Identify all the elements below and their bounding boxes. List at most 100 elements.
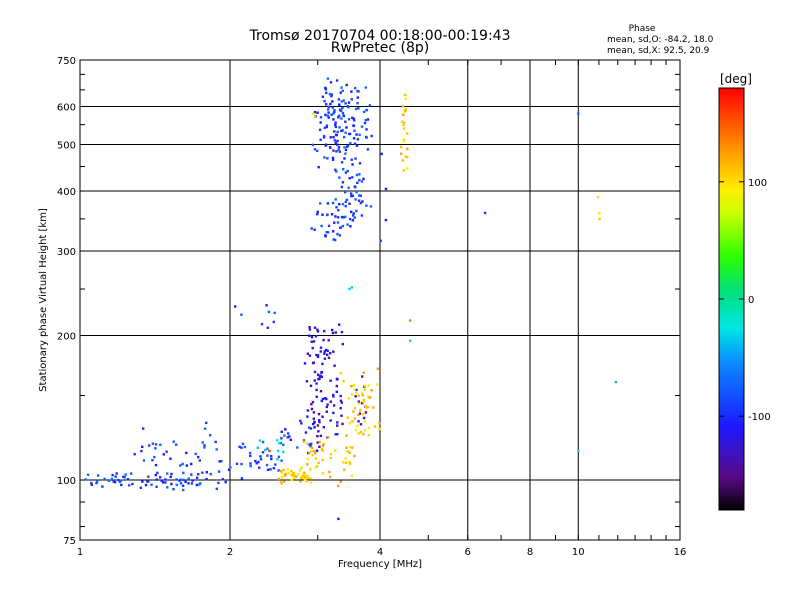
- data-point: [327, 116, 330, 119]
- data-point: [313, 148, 317, 151]
- data-point: [347, 450, 350, 453]
- data-point: [326, 157, 329, 160]
- data-point: [344, 102, 347, 105]
- data-point: [329, 419, 332, 422]
- data-point: [344, 215, 347, 219]
- data-point: [402, 123, 405, 126]
- data-point: [316, 149, 319, 152]
- data-point: [280, 430, 283, 433]
- data-point: [161, 481, 165, 484]
- data-point: [363, 420, 366, 423]
- data-point: [184, 480, 187, 484]
- data-point: [349, 225, 352, 228]
- colorbar-label: [deg]: [720, 72, 752, 86]
- data-point: [327, 111, 330, 114]
- data-point: [316, 441, 319, 444]
- data-point: [338, 126, 341, 129]
- data-point: [361, 402, 364, 405]
- data-point: [139, 486, 142, 489]
- data-point: [329, 352, 332, 355]
- data-point: [302, 440, 305, 443]
- data-point: [359, 201, 363, 205]
- data-point: [377, 422, 381, 425]
- data-point: [266, 447, 269, 450]
- data-point: [95, 481, 98, 485]
- data-point: [155, 485, 158, 488]
- data-point: [279, 441, 282, 445]
- data-point: [312, 112, 315, 115]
- data-point: [194, 452, 197, 456]
- data-point: [310, 340, 313, 343]
- data-point: [331, 106, 334, 109]
- data-point: [354, 86, 357, 90]
- data-point: [332, 230, 335, 233]
- data-point: [195, 483, 198, 487]
- data-point: [357, 90, 360, 93]
- data-point: [348, 422, 351, 425]
- data-point: [291, 474, 294, 477]
- data-point: [286, 436, 289, 439]
- data-point: [190, 482, 194, 485]
- data-point: [310, 407, 314, 411]
- data-point: [326, 231, 330, 234]
- data-point: [299, 480, 302, 483]
- data-point: [350, 286, 353, 289]
- data-point: [353, 454, 356, 458]
- data-point: [300, 466, 303, 469]
- data-point: [351, 194, 355, 197]
- data-point: [342, 379, 345, 383]
- data-point: [300, 422, 303, 425]
- data-point: [249, 464, 252, 468]
- data-point: [159, 443, 162, 446]
- data-point: [320, 371, 323, 374]
- colorbar-tick-label: 0: [748, 295, 754, 306]
- data-point: [356, 424, 359, 428]
- data-point: [334, 238, 337, 242]
- data-point: [316, 435, 319, 438]
- data-point: [354, 157, 357, 160]
- data-point: [337, 146, 341, 149]
- data-point: [321, 213, 324, 216]
- data-point: [320, 224, 323, 228]
- data-point: [284, 472, 287, 476]
- data-point: [235, 462, 239, 465]
- x-tick-label: 16: [674, 547, 687, 558]
- data-point: [258, 439, 262, 442]
- data-point: [402, 140, 405, 143]
- data-point: [304, 474, 307, 477]
- data-point: [270, 454, 273, 458]
- data-point: [107, 479, 110, 482]
- data-point: [280, 476, 284, 479]
- data-point: [332, 149, 335, 152]
- data-point: [217, 481, 220, 485]
- data-point: [402, 121, 406, 125]
- data-point: [338, 176, 341, 179]
- data-point: [306, 474, 309, 477]
- data-point: [257, 460, 260, 464]
- data-point: [317, 166, 320, 169]
- data-point: [336, 139, 339, 143]
- data-point: [291, 471, 295, 475]
- data-point: [322, 443, 325, 446]
- data-point: [406, 167, 409, 170]
- data-point: [315, 382, 318, 385]
- data-point: [324, 235, 327, 238]
- data-point: [318, 419, 321, 422]
- data-point: [331, 328, 334, 332]
- data-point: [313, 370, 317, 374]
- data-point: [299, 419, 302, 423]
- data-point: [369, 205, 373, 208]
- data-points-layer: [84, 77, 618, 521]
- data-point: [326, 114, 329, 117]
- data-point: [402, 127, 406, 130]
- data-point: [314, 451, 317, 455]
- data-point: [350, 90, 353, 93]
- data-point: [265, 463, 269, 467]
- data-point: [406, 132, 409, 135]
- data-point: [348, 451, 352, 455]
- data-point: [191, 479, 194, 482]
- data-point: [328, 470, 331, 474]
- data-point: [361, 394, 364, 397]
- data-point: [336, 143, 339, 146]
